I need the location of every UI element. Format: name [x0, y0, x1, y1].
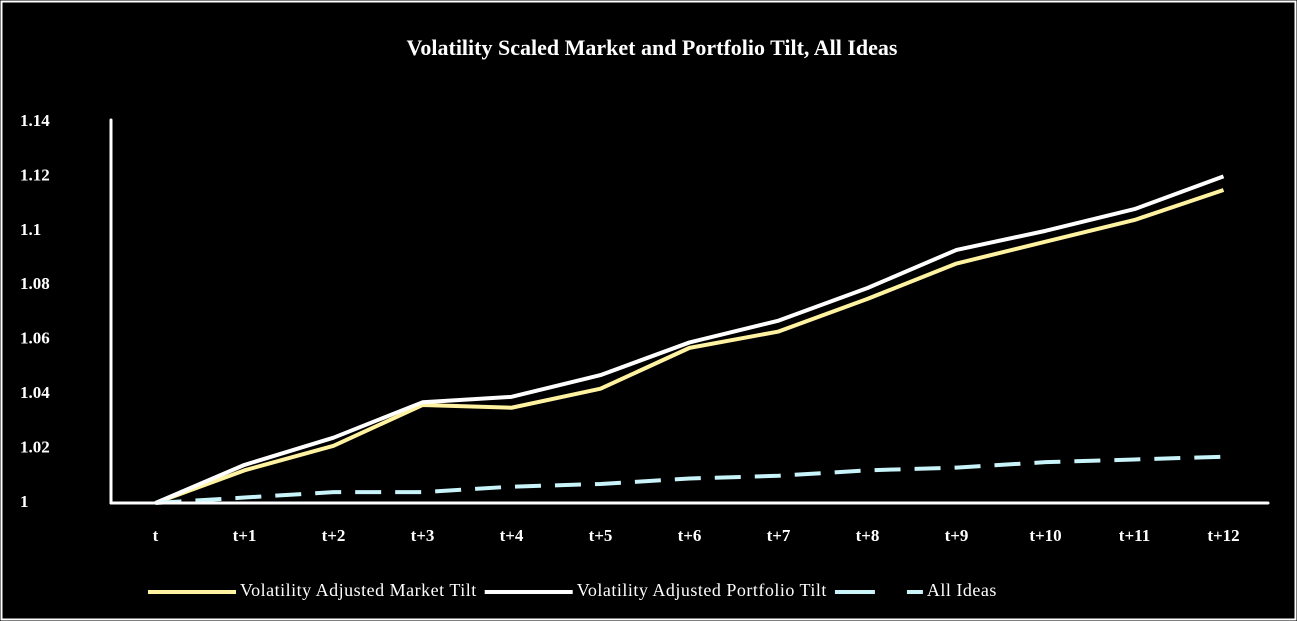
legend-label: All Ideas — [927, 580, 997, 600]
x-tick-label: t — [153, 526, 159, 545]
x-tick-label: t+7 — [767, 526, 791, 545]
y-tick-label: 1.02 — [20, 437, 50, 456]
y-tick-label: 1.04 — [20, 383, 50, 402]
line-series — [154, 188, 1225, 505]
y-tick-label: 1.06 — [20, 329, 50, 348]
x-tick-label: t+8 — [856, 526, 880, 545]
line-series — [154, 174, 1225, 505]
x-tick-label: t+1 — [233, 526, 257, 545]
x-tick-label: t+5 — [589, 526, 613, 545]
y-tick-label: 1 — [20, 492, 29, 511]
y-tick-label: 1.12 — [20, 165, 50, 184]
line-series — [155, 454, 1224, 505]
y-tick-label: 1.1 — [20, 220, 41, 239]
x-tick-label: t+12 — [1207, 526, 1239, 545]
x-tick-label: t+2 — [322, 526, 346, 545]
x-tick-label: t+4 — [500, 526, 524, 545]
x-tick-label: t+6 — [678, 526, 702, 545]
x-tick-label: t+3 — [411, 526, 435, 545]
y-tick-label: 1.14 — [20, 111, 50, 130]
legend-label: Volatility Adjusted Market Tilt — [240, 580, 477, 600]
legend-label: Volatility Adjusted Portfolio Tilt — [577, 580, 827, 600]
x-tick-label: t+10 — [1029, 526, 1061, 545]
x-tick-label: t+9 — [945, 526, 969, 545]
chart-title: Volatility Scaled Market and Portfolio T… — [407, 35, 898, 60]
x-tick-label: t+11 — [1119, 526, 1150, 545]
y-tick-label: 1.08 — [20, 274, 50, 293]
